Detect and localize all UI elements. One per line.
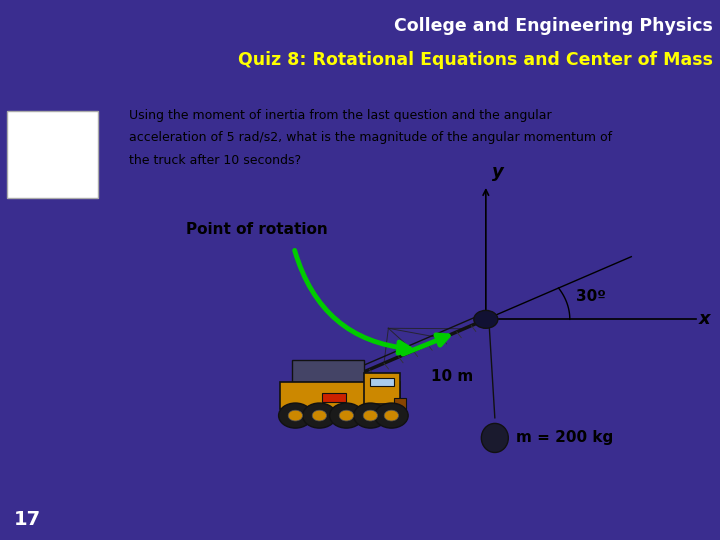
Ellipse shape: [482, 423, 508, 453]
Text: y: y: [492, 163, 503, 180]
FancyBboxPatch shape: [6, 111, 98, 198]
Bar: [323, 393, 346, 402]
Bar: [364, 373, 400, 404]
Circle shape: [302, 403, 336, 428]
Circle shape: [384, 410, 399, 421]
Text: 17: 17: [14, 510, 40, 529]
Text: m = 200 kg: m = 200 kg: [516, 430, 613, 445]
Circle shape: [374, 403, 408, 428]
Text: Quiz 8: Rotational Equations and Center of Mass: Quiz 8: Rotational Equations and Center …: [238, 51, 713, 69]
Circle shape: [312, 410, 327, 421]
Circle shape: [474, 310, 498, 328]
Text: x: x: [699, 310, 711, 328]
Text: Point of rotation: Point of rotation: [186, 222, 328, 238]
Circle shape: [363, 410, 377, 421]
Text: 30º: 30º: [576, 289, 606, 303]
Text: acceleration of 5 rad/s2, what is the magnitude of the angular momentum of: acceleration of 5 rad/s2, what is the ma…: [129, 131, 612, 144]
Text: Using the moment of inertia from the last question and the angular: Using the moment of inertia from the las…: [129, 109, 552, 122]
Text: College and Engineering Physics: College and Engineering Physics: [394, 17, 713, 35]
Bar: [280, 382, 400, 409]
Circle shape: [354, 403, 387, 428]
Text: the truck after 10 seconds?: the truck after 10 seconds?: [129, 154, 301, 167]
Circle shape: [330, 403, 363, 428]
Bar: [292, 360, 364, 382]
Circle shape: [339, 410, 354, 421]
Circle shape: [288, 410, 302, 421]
Bar: [370, 377, 395, 387]
Text: 10 m: 10 m: [431, 369, 473, 383]
Bar: [395, 397, 406, 409]
Circle shape: [279, 403, 312, 428]
